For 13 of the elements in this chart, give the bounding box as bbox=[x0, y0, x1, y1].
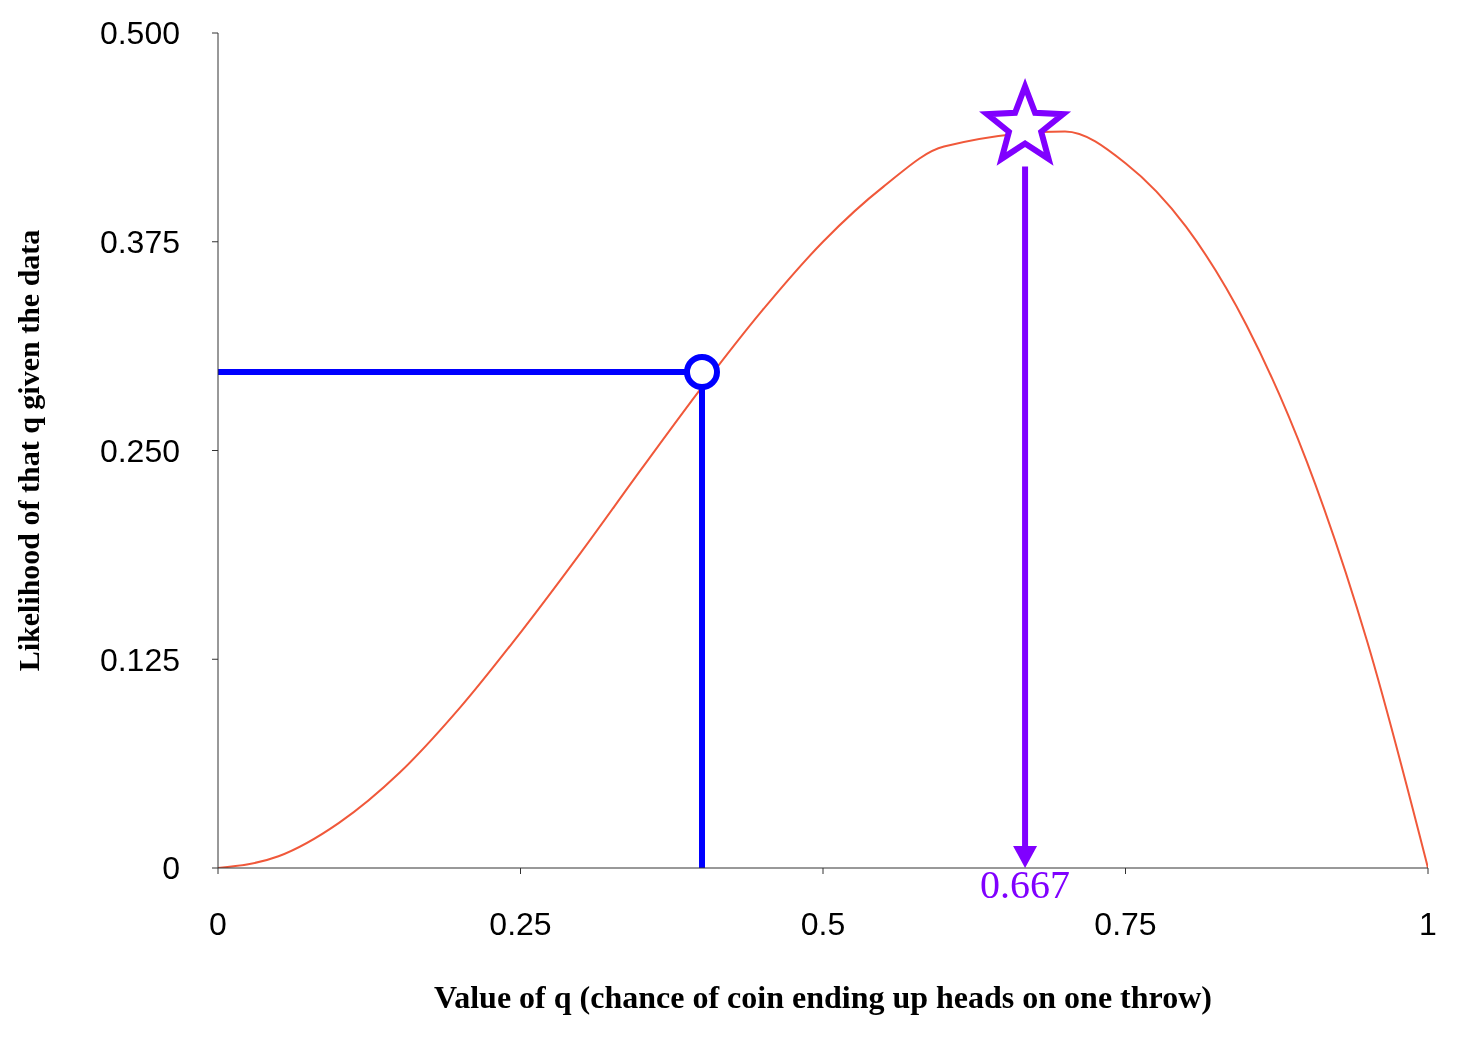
y-tick-label: 0.125 bbox=[99, 641, 180, 678]
y-tick-label: 0.375 bbox=[99, 224, 180, 261]
x-tick-label: 0.75 bbox=[1094, 905, 1157, 942]
y-axis-title: Likelihood of that q given the data bbox=[11, 229, 45, 672]
annotation: 0.667 bbox=[980, 862, 1071, 908]
y-tick-label: 0 bbox=[162, 850, 180, 887]
y-tick-label: 0.250 bbox=[99, 432, 180, 469]
y-tick-label: 0.500 bbox=[99, 15, 180, 52]
x-tick-label: 0.25 bbox=[489, 905, 552, 942]
x-tick-label: 0.5 bbox=[800, 905, 846, 942]
x-axis-title: Value of q (chance of coin ending up heads on one throw) bbox=[434, 979, 1212, 1015]
x-tick-label: 0 bbox=[209, 905, 227, 942]
x-tick-label: 1 bbox=[1419, 905, 1437, 942]
